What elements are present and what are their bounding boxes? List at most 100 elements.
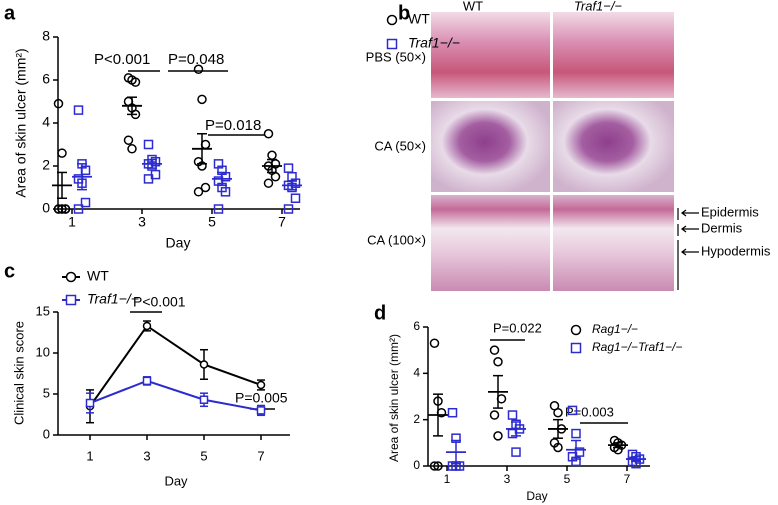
data-point <box>567 405 578 416</box>
y-tick-label: 10 <box>36 344 50 359</box>
data-point <box>142 376 152 386</box>
y-tick-label: 2 <box>42 157 50 173</box>
data-point <box>489 410 500 420</box>
image-wt-ca100 <box>431 195 550 291</box>
data-point <box>143 139 154 150</box>
x-tick-label: 7 <box>624 472 631 486</box>
panel-letter: d <box>374 302 386 324</box>
data-point <box>193 64 204 74</box>
p-value: P=0.022 <box>493 320 542 335</box>
row-label: CA (50×) <box>374 138 426 153</box>
x-axis-label: Day <box>526 489 547 503</box>
legend-marker <box>570 342 582 354</box>
data-point <box>143 174 154 184</box>
x-tick-label: 3 <box>138 214 146 230</box>
data-point <box>571 428 581 439</box>
x-tick-label: 5 <box>208 214 216 230</box>
x-tick-label: 5 <box>564 472 571 486</box>
p-value: P=0.018 <box>205 117 261 134</box>
data-point <box>267 150 277 160</box>
data-point <box>199 360 209 369</box>
data-point <box>213 204 224 214</box>
y-tick-label: 4 <box>42 114 50 130</box>
legend-marker <box>570 324 582 336</box>
legend-label: Rag1−/− <box>592 322 638 336</box>
data-point <box>270 172 281 182</box>
series-line <box>89 379 262 412</box>
panel-letter: b <box>398 2 410 24</box>
y-tick-label: 2 <box>413 412 420 426</box>
y-tick-label: 6 <box>42 71 50 87</box>
image-wt-ca50 <box>431 101 550 192</box>
y-tick-label: 15 <box>36 303 50 318</box>
x-tick-label: 1 <box>68 214 76 230</box>
legend-marker <box>386 38 398 50</box>
data-point <box>283 163 294 173</box>
column-header: Traf1−/− <box>574 0 623 13</box>
data-point <box>73 204 84 214</box>
data-point <box>493 357 503 367</box>
x-tick-label: 3 <box>504 472 511 486</box>
x-axis-label: Day <box>164 473 188 488</box>
y-axis-label: Area of skin ulcer (mm²) <box>387 334 401 462</box>
x-tick-label: 7 <box>257 448 264 463</box>
legend-label: Traf1−/− <box>408 35 460 51</box>
image-ko-ca50 <box>553 101 674 192</box>
x-tick-label: 1 <box>444 472 451 486</box>
panel-letter: c <box>4 260 15 282</box>
y-tick-label: 4 <box>413 366 420 380</box>
panel-letter: a <box>4 2 16 24</box>
y-axis-label: Clinical skin score <box>11 321 26 425</box>
data-point <box>130 77 141 87</box>
data-point <box>489 345 500 355</box>
data-point <box>60 204 71 214</box>
data-point <box>553 407 563 418</box>
data-point <box>57 204 67 214</box>
data-point <box>256 406 266 415</box>
x-tick-label: 1 <box>86 448 93 463</box>
column-header: WT <box>463 0 483 13</box>
y-tick-label: 0 <box>43 426 50 441</box>
legend-marker <box>65 294 77 306</box>
layer-label: Dermis <box>701 220 743 235</box>
y-tick-label: 6 <box>413 319 420 333</box>
data-point <box>193 187 204 197</box>
legend-label: WT <box>87 268 109 284</box>
legend-label: Traf1−/− <box>87 291 139 307</box>
legend-marker <box>65 271 77 283</box>
data-point <box>220 187 231 197</box>
y-axis-label: Area of skin ulcer (mm²) <box>13 48 29 197</box>
data-point <box>80 197 91 208</box>
data-point <box>53 204 64 214</box>
image-ko-ca100 <box>553 195 674 291</box>
y-tick-label: 0 <box>413 458 420 472</box>
data-point <box>85 398 95 408</box>
y-tick-label: 0 <box>42 200 50 216</box>
p-value: P=0.005 <box>235 390 288 406</box>
p-value: P=0.048 <box>168 51 224 68</box>
data-point <box>493 431 503 441</box>
legend-marker <box>386 14 398 26</box>
data-point <box>433 461 443 471</box>
series-line <box>89 324 262 407</box>
layer-label: Epidermis <box>701 204 759 219</box>
data-point <box>290 193 301 203</box>
image-wt-pbs <box>431 12 550 98</box>
data-point <box>199 395 209 404</box>
data-point <box>507 410 518 420</box>
data-point <box>53 98 64 109</box>
data-point <box>200 182 211 193</box>
row-label: PBS (50×) <box>366 49 426 64</box>
data-point <box>429 461 440 471</box>
y-tick-label: 8 <box>42 28 50 44</box>
data-point <box>263 129 274 139</box>
legend-label: WT <box>408 11 430 27</box>
data-point <box>553 442 563 453</box>
histology-panel <box>431 12 699 291</box>
x-tick-label: 3 <box>143 448 150 463</box>
x-axis-label: Day <box>166 235 191 251</box>
x-tick-label: 5 <box>200 448 207 463</box>
data-point <box>73 105 84 115</box>
